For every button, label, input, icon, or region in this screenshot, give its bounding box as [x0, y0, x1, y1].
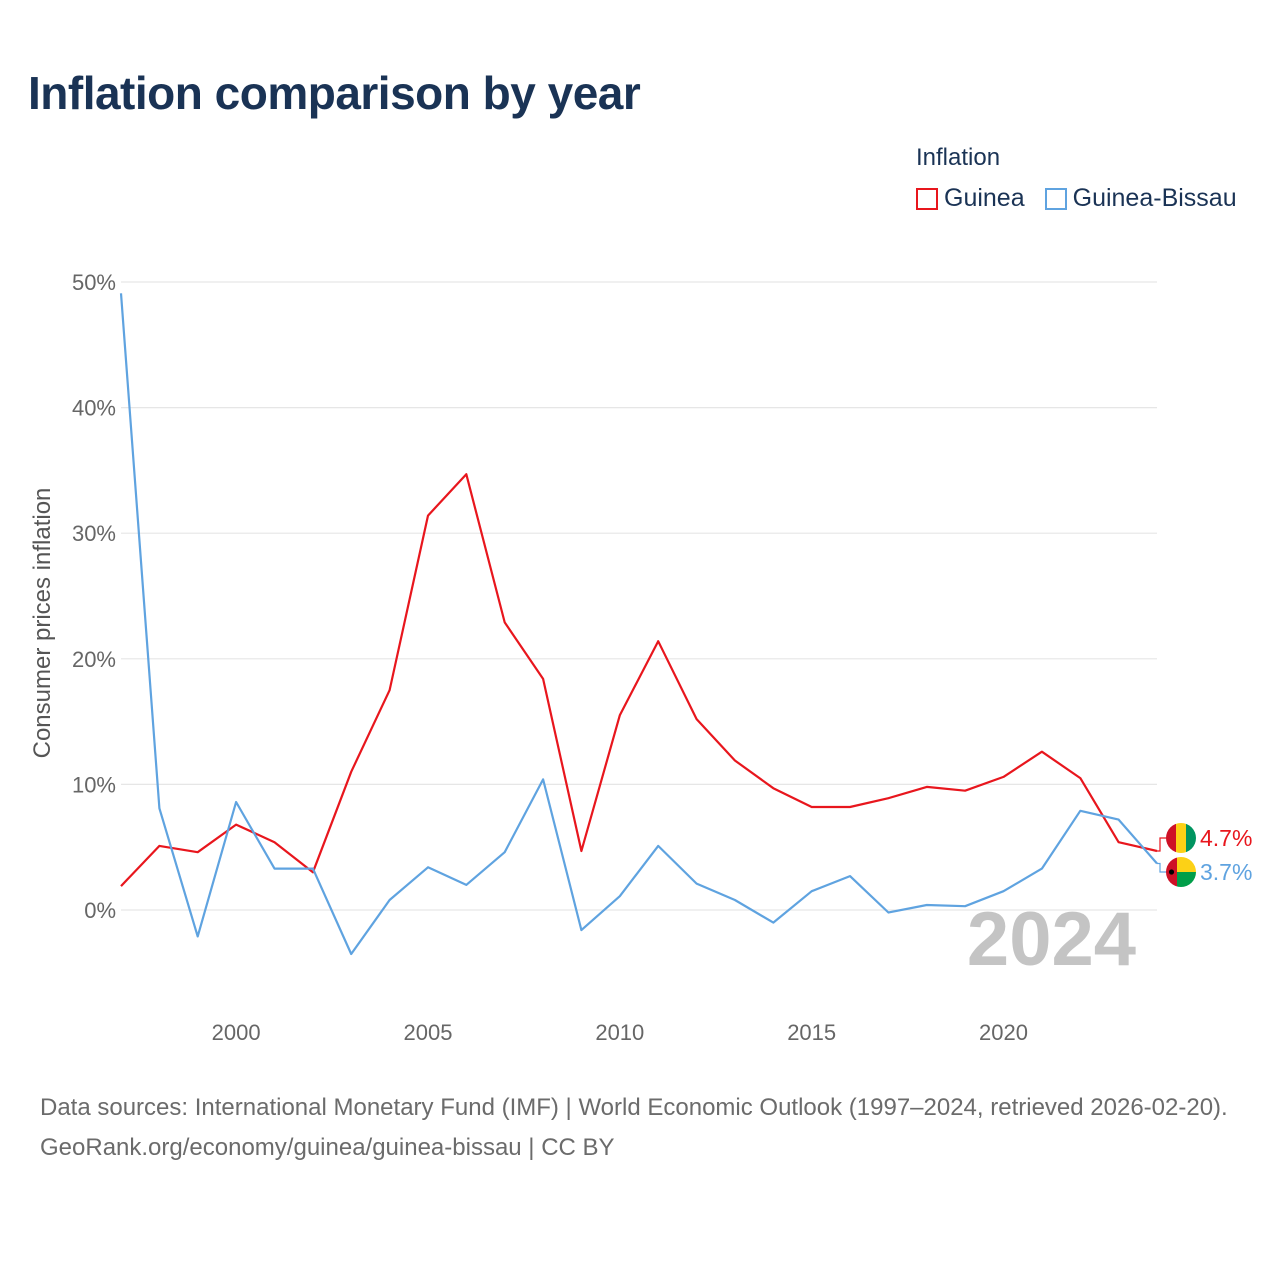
guinea-bissau-flag-icon: [1166, 857, 1196, 887]
y-tick-label: 50%: [72, 270, 116, 295]
legend-label-guinea-bissau: Guinea-Bissau: [1072, 184, 1237, 212]
y-axis-label: Consumer prices inflation: [29, 488, 56, 759]
x-tick-label: 2000: [212, 1020, 261, 1045]
legend: Inflation Guinea Guinea-Bissau: [916, 144, 1257, 213]
data-sources: Data sources: International Monetary Fun…: [40, 1094, 1228, 1121]
end-value-label: 3.7%: [1200, 859, 1252, 885]
end-connector: [1157, 862, 1167, 873]
source-link[interactable]: GeoRank.org/economy/guinea/guinea-bissau…: [40, 1134, 615, 1161]
y-tick-label: 0%: [84, 898, 116, 923]
x-axis-ticks: 2000 2005 2010 2015 2020: [212, 1020, 1028, 1045]
series-line-guinea-bissau: [119, 293, 1158, 956]
legend-swatch-guinea-bissau: [1044, 187, 1067, 210]
x-tick-label: 2010: [595, 1020, 644, 1045]
y-tick-label: 10%: [72, 772, 116, 797]
series-line-guinea: [120, 473, 1158, 887]
legend-label-guinea: Guinea: [944, 184, 1025, 212]
series-lines: [119, 293, 1158, 956]
x-tick-label: 2020: [979, 1020, 1028, 1045]
y-axis-ticks: 0% 10% 20% 30% 40% 50%: [72, 270, 116, 923]
guinea-flag-icon: [1166, 823, 1196, 853]
end-value-label: 4.7%: [1200, 825, 1252, 851]
inflation-line-chart: 0% 10% 20% 30% 40% 50% 2000 2005 2010 2015 2020 C…: [29, 270, 1252, 1045]
x-tick-label: 2005: [403, 1020, 452, 1045]
y-tick-label: 30%: [72, 521, 116, 546]
legend-title: Inflation: [916, 144, 1001, 171]
grid-lines: [121, 281, 1157, 911]
legend-swatch-guinea: [916, 187, 938, 210]
y-tick-label: 20%: [72, 647, 116, 672]
legend-item-guinea[interactable]: Guinea: [916, 184, 1025, 213]
x-tick-label: 2015: [787, 1020, 836, 1045]
end-markers: 4.7% 3.7%: [1157, 823, 1252, 887]
end-connector: [1157, 837, 1167, 852]
footer: Data sources: International Monetary Fun…: [40, 1088, 1250, 1168]
y-tick-label: 40%: [72, 396, 116, 421]
year-watermark: 2024: [967, 897, 1136, 982]
legend-item-guinea-bissau[interactable]: Guinea-Bissau: [1044, 184, 1237, 213]
chart-title: Inflation comparison by year: [28, 67, 641, 119]
